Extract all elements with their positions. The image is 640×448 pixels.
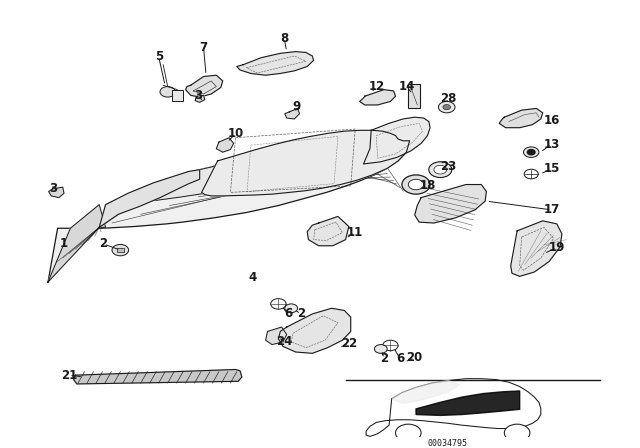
Bar xyxy=(172,90,183,100)
Circle shape xyxy=(374,345,387,353)
Text: 11: 11 xyxy=(347,226,364,239)
Circle shape xyxy=(408,179,424,190)
Text: 5: 5 xyxy=(155,50,163,63)
Circle shape xyxy=(285,304,298,313)
Text: 1: 1 xyxy=(60,237,68,250)
Polygon shape xyxy=(237,52,314,75)
Text: 28: 28 xyxy=(440,92,456,105)
Circle shape xyxy=(504,424,530,442)
Polygon shape xyxy=(99,136,410,228)
Text: 6: 6 xyxy=(396,352,404,365)
Text: 9: 9 xyxy=(293,100,301,113)
Polygon shape xyxy=(416,391,520,415)
Text: 21: 21 xyxy=(61,369,77,382)
Circle shape xyxy=(443,104,451,110)
Text: 24: 24 xyxy=(276,335,293,348)
Polygon shape xyxy=(511,221,562,276)
Polygon shape xyxy=(499,108,543,128)
Circle shape xyxy=(112,245,129,256)
Text: 3: 3 xyxy=(49,182,57,195)
Polygon shape xyxy=(48,205,106,282)
Text: 17: 17 xyxy=(543,203,560,216)
Polygon shape xyxy=(202,130,410,196)
Polygon shape xyxy=(392,380,460,403)
Text: 15: 15 xyxy=(543,162,560,175)
Circle shape xyxy=(524,169,538,179)
Text: 13: 13 xyxy=(543,138,560,151)
Circle shape xyxy=(527,150,535,155)
Text: 7: 7 xyxy=(200,41,207,54)
Circle shape xyxy=(396,424,421,442)
Text: 3: 3 xyxy=(195,89,202,102)
Polygon shape xyxy=(186,75,223,97)
Bar xyxy=(117,248,124,252)
Polygon shape xyxy=(360,90,396,105)
Polygon shape xyxy=(216,138,234,152)
Polygon shape xyxy=(415,185,486,223)
Text: 12: 12 xyxy=(368,80,385,93)
Text: 18: 18 xyxy=(419,179,436,192)
Circle shape xyxy=(160,86,175,97)
Polygon shape xyxy=(285,108,300,119)
Polygon shape xyxy=(48,136,410,282)
Text: 2: 2 xyxy=(380,352,388,365)
Circle shape xyxy=(524,147,539,157)
Text: 8: 8 xyxy=(280,32,288,45)
Text: 22: 22 xyxy=(340,337,357,350)
Circle shape xyxy=(438,101,455,113)
Polygon shape xyxy=(49,187,64,198)
Circle shape xyxy=(429,162,452,177)
Text: 20: 20 xyxy=(406,351,423,364)
Text: 19: 19 xyxy=(548,241,565,254)
Text: 16: 16 xyxy=(543,114,560,127)
Polygon shape xyxy=(364,117,430,164)
Text: 00034795: 00034795 xyxy=(428,439,468,448)
Polygon shape xyxy=(195,95,205,102)
Text: 6: 6 xyxy=(284,307,292,320)
Text: 10: 10 xyxy=(227,127,244,140)
Text: 2: 2 xyxy=(100,237,108,250)
Circle shape xyxy=(402,175,430,194)
Circle shape xyxy=(383,340,398,351)
Text: 14: 14 xyxy=(398,80,415,93)
Text: 4: 4 xyxy=(249,271,257,284)
Polygon shape xyxy=(99,170,200,228)
Bar xyxy=(408,84,420,108)
Text: 23: 23 xyxy=(440,159,456,172)
Circle shape xyxy=(271,299,286,309)
Circle shape xyxy=(434,165,447,174)
Polygon shape xyxy=(266,327,287,345)
Polygon shape xyxy=(74,370,242,384)
Polygon shape xyxy=(278,308,351,353)
Text: 2: 2 xyxy=(297,307,305,320)
Polygon shape xyxy=(307,216,349,246)
